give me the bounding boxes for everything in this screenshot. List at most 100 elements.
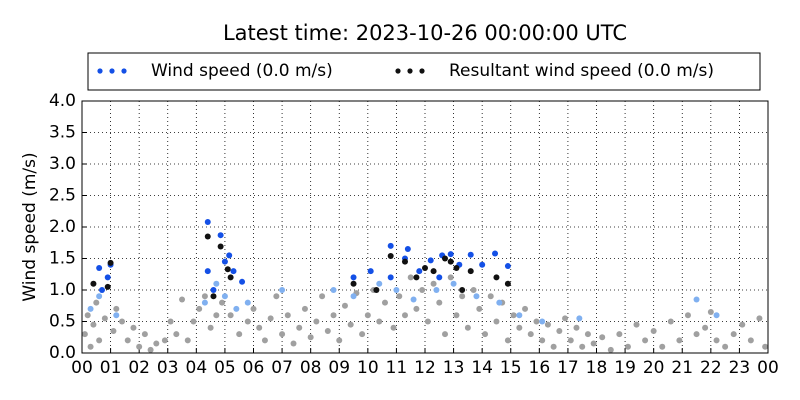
- legend-label: Resultant wind speed (0.0 m/s): [449, 61, 714, 81]
- point: [539, 318, 546, 325]
- point: [279, 331, 286, 338]
- point: [442, 255, 449, 262]
- point: [210, 293, 217, 300]
- y-tick-label: 1.0: [49, 280, 76, 300]
- point: [459, 287, 466, 293]
- point: [467, 268, 474, 275]
- x-tick-label: 13: [443, 358, 465, 378]
- point: [467, 251, 474, 258]
- x-tick-label: 01: [100, 358, 122, 378]
- point: [430, 268, 437, 275]
- point: [616, 331, 623, 338]
- point: [453, 312, 460, 319]
- point: [184, 337, 191, 344]
- point: [702, 324, 709, 331]
- point: [533, 318, 540, 325]
- point: [476, 305, 483, 312]
- point: [93, 299, 100, 306]
- point: [167, 318, 174, 325]
- x-tick-label: 15: [500, 358, 522, 378]
- x-tick-label: 12: [414, 358, 436, 378]
- point: [539, 337, 546, 344]
- point: [104, 283, 111, 290]
- point: [136, 343, 143, 350]
- x-tick-label: 04: [186, 358, 208, 378]
- point: [147, 346, 154, 353]
- point: [413, 274, 420, 281]
- y-tick-label: 2.5: [49, 186, 76, 206]
- chart-title: Latest time: 2023-10-26 00:00:00 UTC: [223, 21, 627, 45]
- point: [522, 305, 529, 312]
- point: [341, 302, 348, 309]
- x-tick-label: 09: [328, 358, 350, 378]
- point: [504, 263, 511, 270]
- point: [261, 337, 268, 344]
- point: [590, 340, 597, 347]
- point: [416, 268, 423, 275]
- x-tick-label: 05: [214, 358, 236, 378]
- point: [676, 337, 683, 344]
- point: [227, 274, 234, 281]
- x-tick-label: 00: [71, 358, 93, 378]
- point: [453, 264, 460, 271]
- point: [427, 257, 434, 264]
- y-tick-label: 4.0: [49, 91, 76, 111]
- point: [473, 293, 480, 300]
- point: [447, 251, 454, 258]
- point: [201, 293, 208, 300]
- point: [450, 280, 457, 287]
- point: [424, 318, 431, 325]
- x-tick-label: 19: [614, 358, 636, 378]
- point: [110, 327, 117, 334]
- point: [81, 331, 88, 338]
- point: [376, 318, 383, 325]
- point: [256, 324, 263, 331]
- point: [87, 343, 94, 350]
- point: [364, 312, 371, 319]
- point: [367, 268, 374, 275]
- y-tick-label: 0.0: [49, 343, 76, 363]
- point: [396, 293, 403, 300]
- point: [196, 305, 203, 312]
- point: [607, 346, 614, 353]
- y-tick-label: 1.5: [49, 249, 76, 269]
- point: [730, 331, 737, 338]
- point: [447, 258, 454, 265]
- point: [204, 233, 211, 240]
- point: [201, 299, 208, 306]
- point: [693, 331, 700, 338]
- point: [504, 337, 511, 344]
- point: [433, 287, 440, 293]
- point: [650, 327, 657, 334]
- point: [492, 250, 499, 257]
- x-tick-label: 00: [757, 358, 779, 378]
- y-tick-label: 0.5: [49, 312, 76, 332]
- point: [107, 259, 114, 266]
- x-tick-label: 02: [128, 358, 150, 378]
- point: [584, 331, 591, 338]
- point: [516, 312, 523, 319]
- x-tick-label: 08: [300, 358, 322, 378]
- point: [422, 264, 428, 271]
- point: [217, 232, 224, 239]
- point: [527, 331, 534, 338]
- point: [90, 280, 97, 287]
- point: [684, 312, 691, 319]
- x-tick-label: 03: [157, 358, 179, 378]
- x-tick-label: 16: [529, 358, 551, 378]
- point: [307, 334, 314, 341]
- point: [436, 299, 443, 306]
- point: [659, 343, 666, 350]
- point: [296, 324, 303, 331]
- point: [579, 343, 586, 350]
- point: [301, 305, 308, 312]
- legend-marker: [109, 68, 115, 74]
- point: [381, 299, 388, 306]
- legend-marker: [121, 68, 127, 74]
- point: [130, 324, 137, 331]
- point: [350, 280, 357, 287]
- point: [204, 268, 211, 275]
- point: [336, 337, 343, 344]
- point: [393, 287, 400, 293]
- point: [573, 324, 580, 331]
